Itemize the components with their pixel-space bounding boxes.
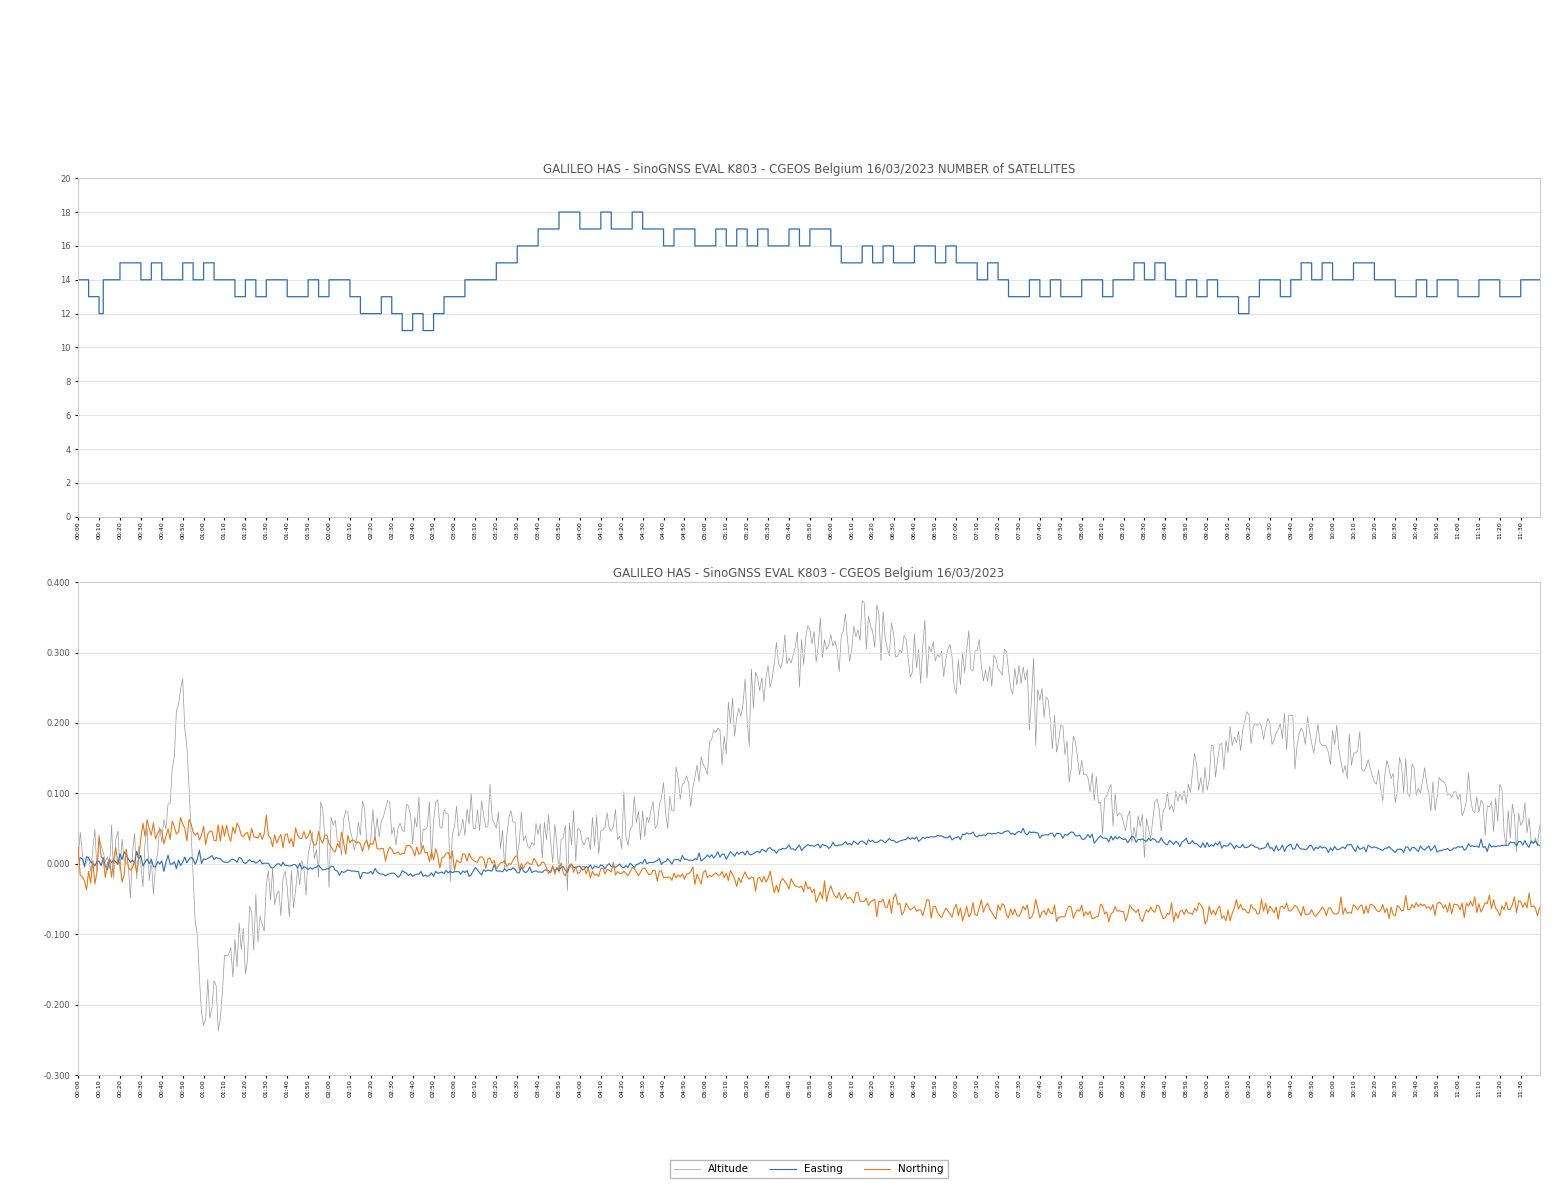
Title: GALILEO HAS - SinoGNSS EVAL K803 - CGEOS Belgium 16/03/2023 NUMBER of SATELLITES: GALILEO HAS - SinoGNSS EVAL K803 - CGEOS… bbox=[542, 163, 1075, 176]
Easting bbox=[1033, 828, 1052, 842]
Northing bbox=[533, 854, 552, 868]
Altitude bbox=[1033, 681, 1052, 695]
Line: Northing: Northing bbox=[78, 815, 1540, 924]
Northing bbox=[1196, 917, 1214, 931]
Northing bbox=[256, 808, 275, 822]
Northing bbox=[1530, 901, 1549, 915]
Northing bbox=[1390, 901, 1408, 915]
Easting bbox=[1530, 839, 1549, 853]
Altitude bbox=[483, 811, 502, 826]
Easting bbox=[483, 864, 502, 878]
Legend: Altitude, Easting, Northing: Altitude, Easting, Northing bbox=[669, 1159, 949, 1178]
Northing bbox=[483, 857, 502, 871]
Northing bbox=[1030, 911, 1049, 925]
Altitude bbox=[428, 792, 447, 807]
Easting bbox=[69, 857, 88, 871]
Easting bbox=[1210, 834, 1229, 848]
Altitude bbox=[1390, 751, 1408, 765]
Altitude bbox=[1210, 738, 1229, 752]
Easting bbox=[1014, 821, 1033, 835]
Easting bbox=[428, 866, 447, 880]
Altitude bbox=[1530, 819, 1549, 833]
Easting bbox=[1390, 842, 1408, 857]
Line: Easting: Easting bbox=[78, 828, 1540, 879]
Northing bbox=[428, 849, 447, 864]
Altitude bbox=[853, 594, 872, 608]
Altitude bbox=[69, 852, 88, 866]
Easting bbox=[533, 865, 552, 879]
Line: Altitude: Altitude bbox=[78, 601, 1540, 1031]
Northing bbox=[69, 840, 88, 854]
Northing bbox=[1210, 899, 1229, 914]
Altitude bbox=[209, 1024, 228, 1038]
Easting bbox=[352, 872, 370, 886]
Title: GALILEO HAS - SinoGNSS EVAL K803 - CGEOS Belgium 16/03/2023: GALILEO HAS - SinoGNSS EVAL K803 - CGEOS… bbox=[613, 567, 1005, 580]
Altitude bbox=[533, 851, 552, 865]
